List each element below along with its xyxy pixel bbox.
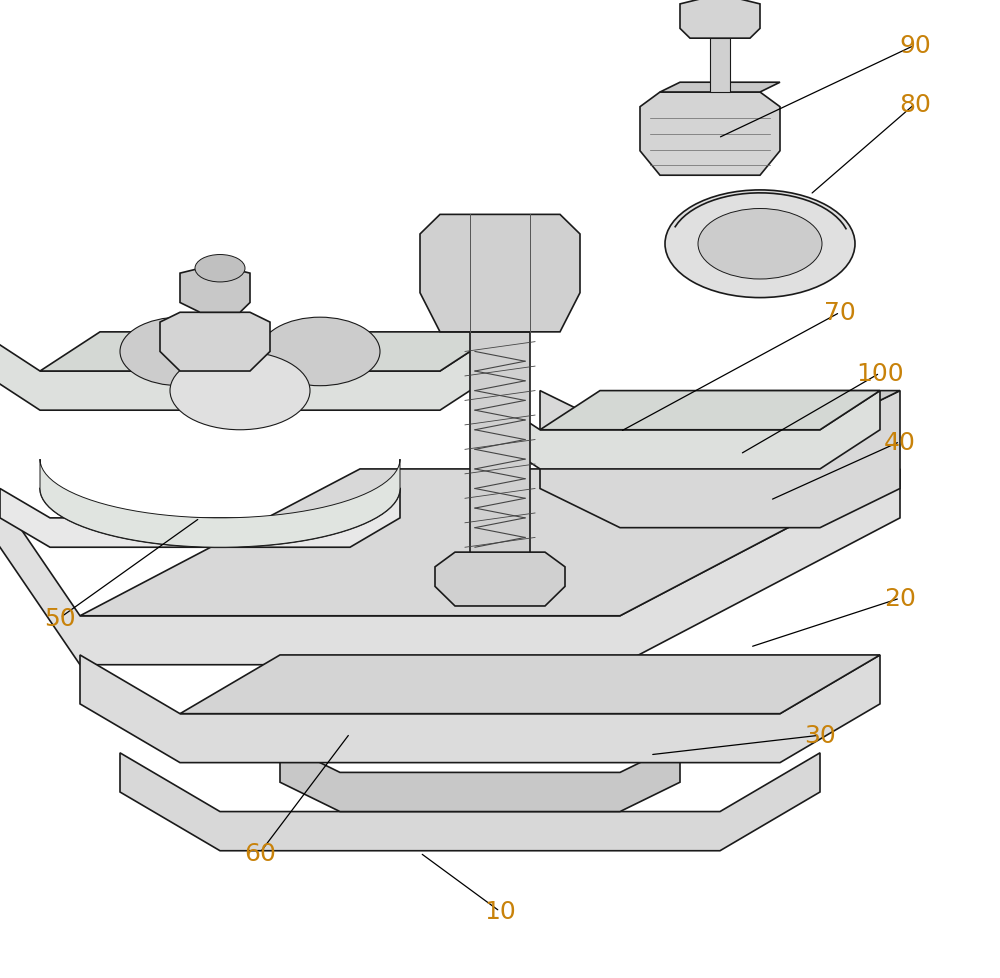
- Text: 60: 60: [244, 841, 276, 865]
- Polygon shape: [40, 333, 500, 372]
- Text: 100: 100: [856, 362, 904, 385]
- Ellipse shape: [260, 318, 380, 386]
- Polygon shape: [120, 753, 820, 851]
- Polygon shape: [80, 655, 880, 763]
- Polygon shape: [620, 391, 900, 430]
- Polygon shape: [435, 553, 565, 606]
- Text: 50: 50: [44, 606, 76, 630]
- Polygon shape: [180, 655, 880, 714]
- Polygon shape: [540, 391, 880, 430]
- Polygon shape: [640, 93, 780, 176]
- Polygon shape: [0, 469, 900, 665]
- Polygon shape: [470, 333, 530, 567]
- Ellipse shape: [170, 352, 310, 430]
- Polygon shape: [710, 39, 730, 93]
- Ellipse shape: [698, 209, 822, 280]
- Polygon shape: [40, 460, 400, 548]
- Polygon shape: [420, 215, 580, 333]
- Polygon shape: [540, 391, 900, 528]
- Polygon shape: [0, 333, 500, 411]
- Polygon shape: [280, 743, 680, 812]
- Polygon shape: [760, 401, 840, 430]
- Text: 40: 40: [884, 430, 916, 454]
- Ellipse shape: [195, 255, 245, 283]
- Polygon shape: [80, 469, 900, 616]
- Ellipse shape: [120, 318, 240, 386]
- Text: 80: 80: [899, 93, 931, 116]
- Ellipse shape: [665, 191, 855, 298]
- Text: 10: 10: [484, 900, 516, 923]
- Polygon shape: [0, 489, 400, 548]
- Polygon shape: [160, 313, 270, 372]
- Polygon shape: [660, 83, 780, 93]
- Polygon shape: [670, 401, 740, 430]
- Polygon shape: [480, 391, 880, 469]
- Polygon shape: [680, 0, 760, 39]
- Text: 90: 90: [899, 34, 931, 58]
- Polygon shape: [180, 269, 250, 313]
- Text: 70: 70: [824, 301, 856, 325]
- Text: 20: 20: [884, 587, 916, 610]
- Text: 30: 30: [804, 724, 836, 747]
